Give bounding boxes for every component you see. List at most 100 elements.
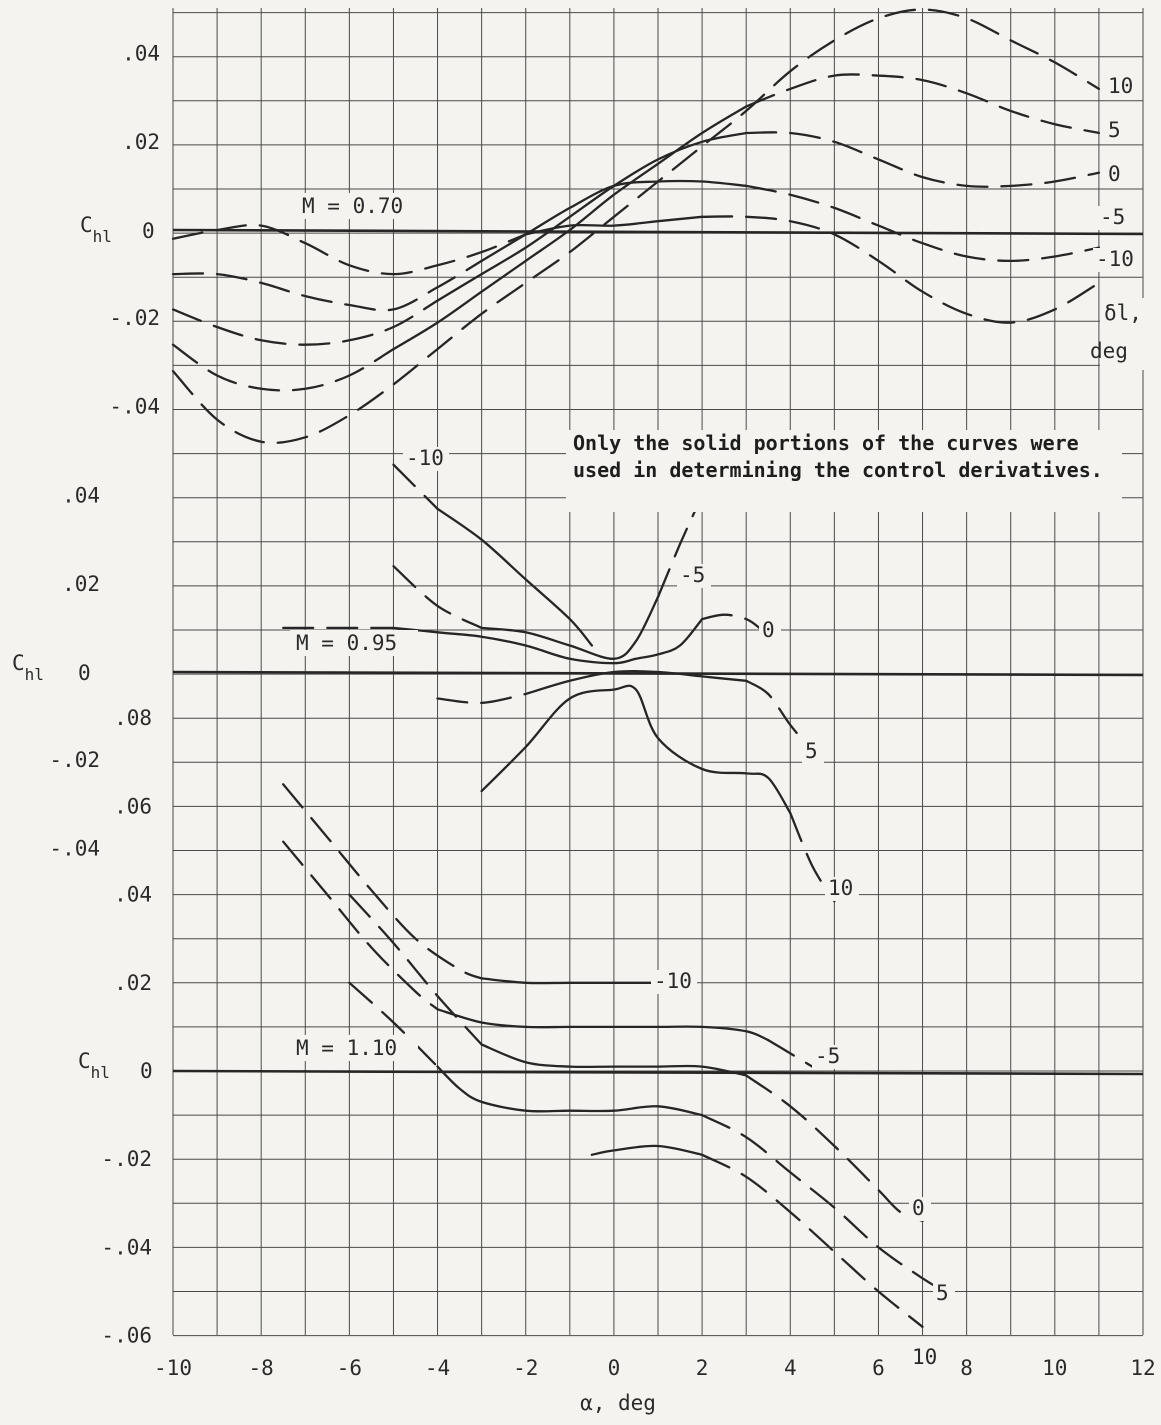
x-tick-label: -8 [249,1356,274,1380]
series-label-bg [1093,248,1139,272]
y-tick-label-m110: .04 [114,883,152,907]
series-label-m110: -10 [654,969,692,993]
curve-m070-delta-5 [392,105,748,351]
ylabel-zero-m070: 0 [142,219,155,243]
series-label-bg [812,1045,846,1069]
y-axis-label-m095: Chl 0 [12,651,91,685]
x-axis-label: α, deg [580,1391,656,1415]
curve-m110-delta-0 [745,1074,924,1223]
curve-m095-delta-neg10 [392,463,439,510]
curve-m110-delta-5 [436,1065,704,1117]
curve-m070-delta-0 [436,131,748,302]
curve-m110-delta-0 [348,893,483,1046]
curve-m070-delta-10 [171,8,1101,445]
y-tick-label-m110: -.02 [101,1147,152,1171]
series-label-m070: -5 [1100,205,1125,229]
curve-m070-delta-neg10 [524,215,704,236]
x-tick-label: 12 [1130,1356,1155,1380]
curves [171,8,1101,1328]
series-label-bg [403,447,449,471]
series-label-bg [759,619,781,643]
ylabel-sub-m095: hl [25,665,44,684]
series-label-bg [651,970,697,994]
x-tick-label: -4 [425,1356,450,1380]
annotation-note: Only the solid portions of the curves we… [573,431,1103,482]
title-bg-m095 [290,630,418,656]
curve-m095-delta-neg10 [436,507,594,647]
series-label-bg [909,1346,943,1370]
series-label-bg [909,1197,931,1221]
series-label-m095: 0 [762,618,775,642]
x-tick-label: -6 [337,1356,362,1380]
ylabel-sub-m110: hl [91,1063,110,1082]
svg-text:Chl: Chl [80,213,112,246]
y-tick-label-m110: -.04 [101,1235,152,1259]
y-axis-label-m110: Chl 0 [78,1049,153,1083]
series-label-bg [1105,163,1127,187]
curve-m110-delta-5 [348,981,439,1068]
curve-m070-delta-0 [171,299,439,346]
curve-m095-delta-5 [436,692,527,705]
series-label-m110: 0 [912,1196,925,1220]
panel-title-m070: M = 0.70 [302,194,403,218]
zero-line-m070 [172,228,1144,236]
curve-m110-delta-neg10 [480,977,660,985]
x-tick-label: 2 [696,1356,709,1380]
curve-m110-delta-neg5 [282,840,439,1011]
series-label-m070: 5 [1108,118,1121,142]
curve-m070-delta-neg5 [171,259,483,312]
title-bg-m070 [296,193,424,219]
y-tick-label-m070: -.04 [109,394,160,418]
ylabel-c-m095: C [12,651,25,675]
note-bg [566,430,1122,512]
x-tick-label: -10 [154,1356,192,1380]
tick-labels: -10 -8 -6 -4 -2 0 2 4 6 8 10 12 -.04 -.02 .02 .04 -.04 -.… [49,42,1155,1380]
curve-m070-delta-neg10 [171,223,527,276]
legend-title-bg [1100,298,1150,370]
legend-title: δl, [1104,301,1142,325]
annotation-line-1: Only the solid portions of the curves we… [573,431,1079,455]
ylabel-c-m110: C [78,1049,91,1073]
ylabel-zero-m095: 0 [78,661,91,685]
y-tick-label-m095: .02 [62,572,100,596]
series-label-bg [1105,119,1127,143]
series-label-bg [933,1282,955,1306]
series-label-m070: -10 [1096,247,1134,271]
y-tick-label-m070: .02 [122,130,160,154]
x-tick-label: 4 [784,1356,797,1380]
x-tick-label: -2 [513,1356,538,1380]
ylabel-c-m070: C [80,213,93,237]
zero-lines [172,228,1144,1076]
curve-m070-delta-neg10 [700,215,1101,324]
series-label-m095: 5 [805,739,818,763]
svg-text:Chl: Chl [78,1049,110,1082]
curve-m095-delta-0 [392,617,704,665]
series-label-m110: 10 [912,1345,937,1369]
series-label-bg [1097,206,1131,230]
series-label-m095: -5 [680,563,705,587]
panel-title-m110: M = 1.10 [296,1036,397,1060]
y-tick-label-m095: .04 [62,484,100,508]
curve-m070-delta-0 [745,131,1101,188]
series-label-m070: 0 [1108,162,1121,186]
ylabel-sub-m070: hl [93,227,112,246]
legend-unit: deg [1090,339,1128,363]
curve-m110-delta-10 [590,1144,704,1156]
curve-m095-delta-5 [745,679,814,753]
y-tick-label-m070: .04 [122,42,160,66]
y-tick-label-m070: -.02 [109,306,160,330]
annotation-line-2: used in determining the control derivati… [573,458,1103,482]
series-label-m110: 5 [936,1281,949,1305]
panel-title-m095: M = 0.95 [296,631,397,655]
y-axis-label-m070: Chl 0 [80,213,155,246]
curve-m110-delta-10 [700,1153,924,1328]
series-label-bg [825,877,859,901]
ylabel-zero-m110: 0 [140,1059,153,1083]
zero-line-m095 [172,670,1144,677]
x-tick-label: 6 [872,1356,885,1380]
series-label-bg [677,564,711,588]
y-tick-label-m095: -.02 [49,748,100,772]
series-labels: 10 5 0 -5 -10 -10 -5 0 5 10 -10 -5 0 5 10 [403,74,1139,1370]
x-tick-label: 0 [608,1356,621,1380]
